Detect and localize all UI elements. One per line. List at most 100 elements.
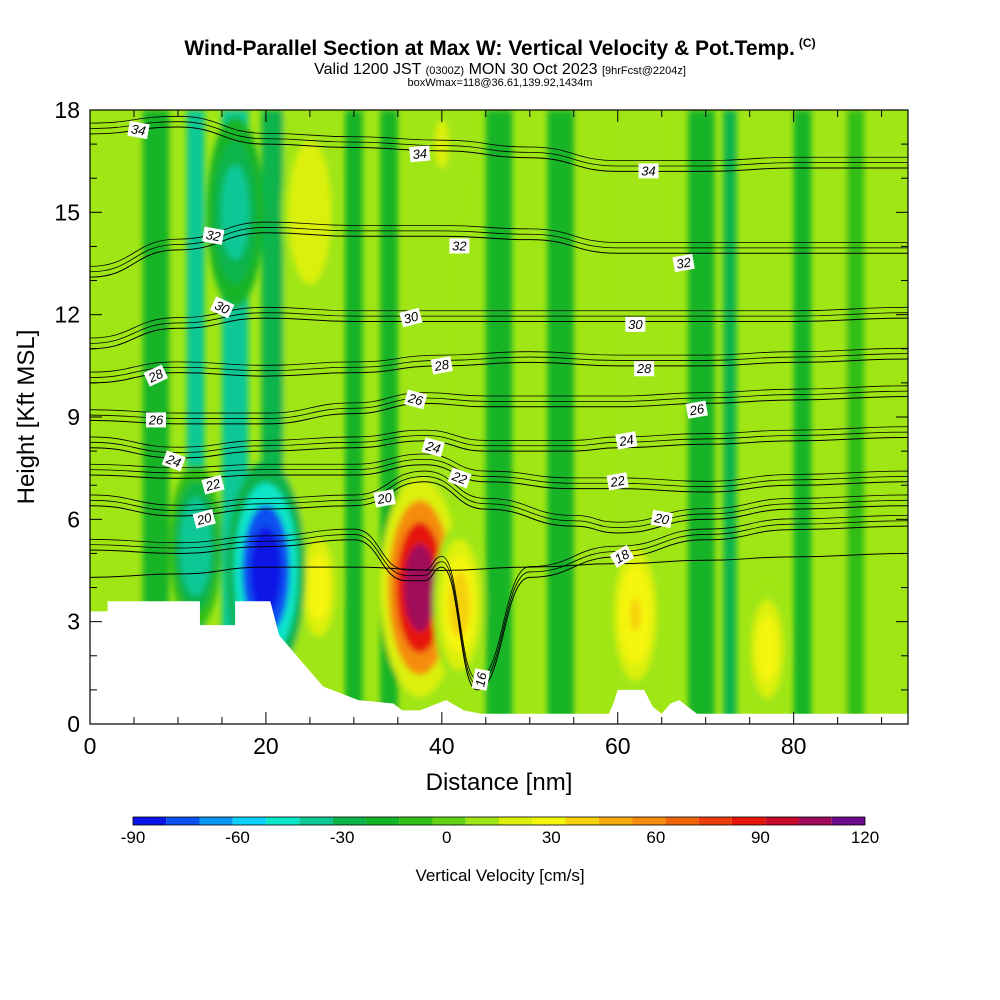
isentrope-label-bg: [447, 467, 472, 489]
colorbar-tick-label: 30: [542, 828, 561, 847]
isentrope-label: 32: [449, 238, 470, 254]
isentrope-label-bg: [606, 472, 629, 491]
isentrope-label-text: 30: [212, 298, 232, 318]
isentrope-28: [90, 358, 908, 384]
isentrope-label: 20: [373, 489, 396, 508]
isentrope-label: 22: [201, 474, 225, 495]
isentrope-label: 34: [638, 163, 659, 179]
isentrope-22: [90, 464, 908, 493]
colorbar-swatch: [432, 817, 466, 825]
velocity-band: [582, 110, 601, 724]
isentrope-label-bg: [625, 316, 646, 332]
terrain: [90, 601, 908, 724]
x-tick-label: 40: [429, 733, 455, 759]
isentrope-label-text: 24: [423, 438, 442, 456]
isentrope-label: 30: [209, 296, 235, 319]
isentrope-minor: [90, 115, 908, 162]
isentrope-label-bg: [615, 431, 638, 450]
isentrope-label-text: 22: [203, 475, 223, 494]
downdraft-cell: [190, 530, 201, 563]
isentrope-label: 22: [606, 472, 629, 491]
isentrope-label: 26: [685, 400, 708, 419]
colorbar: -90 -60 -30 0 30 60 90 120: [121, 816, 879, 847]
isentrope-label-text: 30: [402, 308, 421, 326]
isentrope-lines: [90, 115, 908, 691]
isentrope-label: 20: [650, 509, 673, 528]
isentrope-label: 26: [145, 412, 166, 428]
y-axis-title: Height [Kft MSL]: [13, 330, 40, 505]
isentrope-label: 16: [471, 668, 491, 691]
chart-title-text: Wind-Parallel Section at Max W: Vertical…: [184, 37, 795, 60]
velocity-band: [828, 110, 847, 724]
isentrope-26: [90, 396, 908, 425]
isentrope-label-text: 32: [675, 254, 693, 271]
isentrope-label-text: 32: [205, 227, 223, 244]
isentrope-label-bg: [161, 450, 186, 472]
isentrope-minor: [90, 312, 908, 344]
isentrope-label-bg: [201, 474, 225, 495]
downdraft-cell: [257, 548, 274, 593]
isentrope-minor: [90, 390, 908, 419]
y-tick-label: 15: [54, 199, 80, 225]
isentrope-label-bg: [192, 509, 216, 529]
isentrope-label-bg: [143, 364, 168, 387]
colorbar-swatch: [798, 817, 832, 825]
isentrope-label-text: 28: [145, 365, 166, 385]
isentrope-label-bg: [672, 253, 695, 273]
x-tick-label: 60: [605, 733, 631, 759]
isentrope-label: 30: [399, 307, 423, 328]
isentrope-label-text: 22: [449, 468, 469, 488]
isentrope-label: 34: [409, 145, 431, 163]
isentrope-label: 20: [192, 509, 216, 529]
y-axis: 0 3 6 9 12 15 18: [54, 97, 908, 737]
x-axis-title: Distance [nm]: [426, 769, 573, 796]
colorbar-swatch: [133, 817, 167, 825]
isentrope-label-text: 30: [628, 317, 643, 332]
colorbar-swatch: [232, 817, 267, 825]
isentrope-label-bg: [471, 668, 491, 691]
colorbar-swatch: [765, 817, 799, 825]
isentrope-label-bg: [430, 356, 453, 375]
isentrope-label-bg: [145, 412, 166, 428]
isentrope-label-bg: [609, 544, 635, 568]
isentrope-label-bg: [202, 226, 225, 245]
x-tick-label: 20: [253, 733, 279, 759]
colorbar-tick-label: 0: [442, 828, 451, 847]
isentrope-label: 26: [403, 389, 428, 410]
colorbar-swatch: [299, 817, 333, 825]
isentrope-label: 32: [202, 226, 225, 245]
isentrope-label: 24: [421, 437, 445, 458]
y-tick-label: 9: [67, 404, 80, 430]
isentrope-label-bg: [409, 145, 431, 163]
colorbar-title: Vertical Velocity [cm/s]: [415, 866, 584, 885]
isentrope-labels: 34 34 34 32 32 32 30 30 30 28 28 28 26 26 26 24 24 24 22 22…: [127, 120, 708, 691]
isentrope-minor: [90, 458, 908, 488]
colorbar-tick-label: -30: [330, 828, 355, 847]
chart-title: Wind-Parallel Section at Max W: Vertical…: [0, 36, 1000, 61]
updraft-cell: [434, 120, 449, 168]
isentrope-24: [90, 436, 908, 459]
colorbar-tick-label: 90: [751, 828, 770, 847]
velocity-band: [345, 110, 363, 724]
isentrope-label-bg: [685, 400, 708, 419]
x-tick-label: 80: [781, 733, 807, 759]
isentrope-label: 30: [625, 316, 646, 332]
isentrope-label: 24: [161, 450, 186, 472]
velocity-band: [485, 110, 513, 724]
downdraft-cell: [228, 188, 243, 237]
isentrope-label-text: 24: [617, 432, 635, 449]
isentrope-label-text: 20: [194, 510, 214, 529]
colorbar-swatch: [499, 817, 533, 825]
isentrope-minor: [90, 353, 908, 378]
isentrope-30: [90, 317, 908, 350]
colorbar-tick-label: 120: [851, 828, 879, 847]
isentrope-label-bg: [650, 509, 673, 528]
isentrope-label-text: 16: [472, 670, 489, 688]
colorbar-swatch: [665, 817, 699, 825]
x-tick-label: 0: [84, 733, 97, 759]
colorbar-swatch: [831, 817, 865, 825]
isentrope-label-text: 28: [432, 357, 451, 375]
y-tick-label: 18: [54, 97, 80, 123]
isentrope-34: [90, 126, 908, 172]
